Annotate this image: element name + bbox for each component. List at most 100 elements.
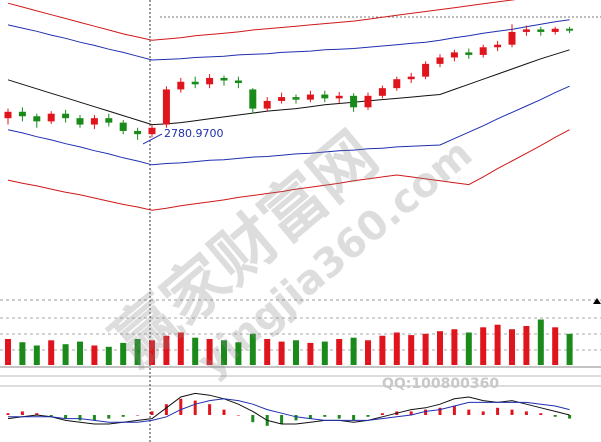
candle-body [522,29,530,32]
volume-bar [379,335,386,365]
volume-bar [336,339,343,365]
candle-body [105,118,113,123]
candle-body [450,52,458,58]
candle-body [465,52,473,55]
candle-body [306,94,314,100]
volume-bar [465,332,472,365]
candle-body [206,77,214,85]
volume-bar [422,333,429,365]
candle-body [263,100,271,109]
volume-bar [523,326,530,365]
candle-body [148,127,156,135]
volume-bar [91,345,98,365]
candle-body [364,95,372,108]
macd-bar [179,398,183,415]
candle-body [162,89,170,125]
candle-body [422,63,430,77]
macd-bar [294,415,298,421]
macd-bar [467,409,471,415]
macd-bar [308,415,312,419]
volume-bar [177,332,184,365]
macd-bar [20,411,24,415]
candle-body [249,89,257,109]
macd-bar [251,415,255,423]
candle-body [76,118,84,125]
volume-bar [321,341,328,365]
macd-bar [49,415,53,417]
volume-bar [365,340,371,365]
candle-body [90,118,98,125]
volume-bar [350,337,357,365]
macd-bar [438,407,442,415]
candle-body [321,94,329,99]
volume-bar [278,341,285,365]
candle-body [494,44,502,48]
volume-bar [552,327,559,365]
line [7,129,570,211]
volume-bar [192,337,199,365]
volume-bar [451,329,458,365]
volume-bar [105,346,112,365]
line [7,19,570,61]
volume-bar [134,339,141,365]
volume-bar [19,342,26,365]
macd-bar [164,404,168,415]
line [8,398,570,423]
candle-body [220,77,228,81]
macd-bar [481,411,485,415]
candle-body [62,113,70,119]
volume-bar [235,342,242,365]
price-pane [4,0,574,211]
candle-body [177,81,185,90]
macd-bar [568,415,572,419]
candle-body [479,47,487,55]
macd-bar [193,400,197,415]
candle-body [292,97,300,100]
candle-body [18,111,26,117]
candle-body [4,111,12,119]
volume-bar [393,332,400,365]
macd-bar [107,415,111,419]
volume-bar [5,339,11,365]
macd-bar [366,415,370,417]
volume-bar [62,344,69,365]
candle-body [436,57,444,64]
candle-body [335,95,343,99]
line [7,49,570,126]
macd-bar [280,415,284,424]
candle-body [234,80,242,84]
candle-body [119,122,127,131]
macd-bar [409,411,413,415]
macd-bar [424,409,428,415]
volume-bar [480,327,487,365]
volume-bar [307,342,314,365]
line [7,85,570,166]
volume-bar [264,339,271,365]
macd-bar [222,409,226,415]
volume-bar [249,333,256,365]
volume-bar [120,342,127,365]
volume-bar [33,345,40,365]
macd-bar [121,415,125,417]
candle-body [134,130,142,135]
macd-bar [352,415,356,421]
macd-bar [380,413,384,415]
macd-bar [92,415,96,421]
volume-bar [437,331,443,365]
macd-bar [539,413,543,415]
macd-bar [35,413,39,415]
macd-bar [553,415,557,417]
candle-body [191,81,199,85]
macd-bar [337,415,341,419]
volume-bar [48,340,55,365]
line [7,392,570,425]
line [7,0,516,41]
macd-bar [510,409,514,415]
volume-bar [149,340,155,365]
macd-bar [452,406,456,415]
macd-bar [236,415,240,416]
watermark-qq: QQ:100800360 [382,376,499,392]
candle-body [378,88,386,96]
candle-body [33,116,41,122]
